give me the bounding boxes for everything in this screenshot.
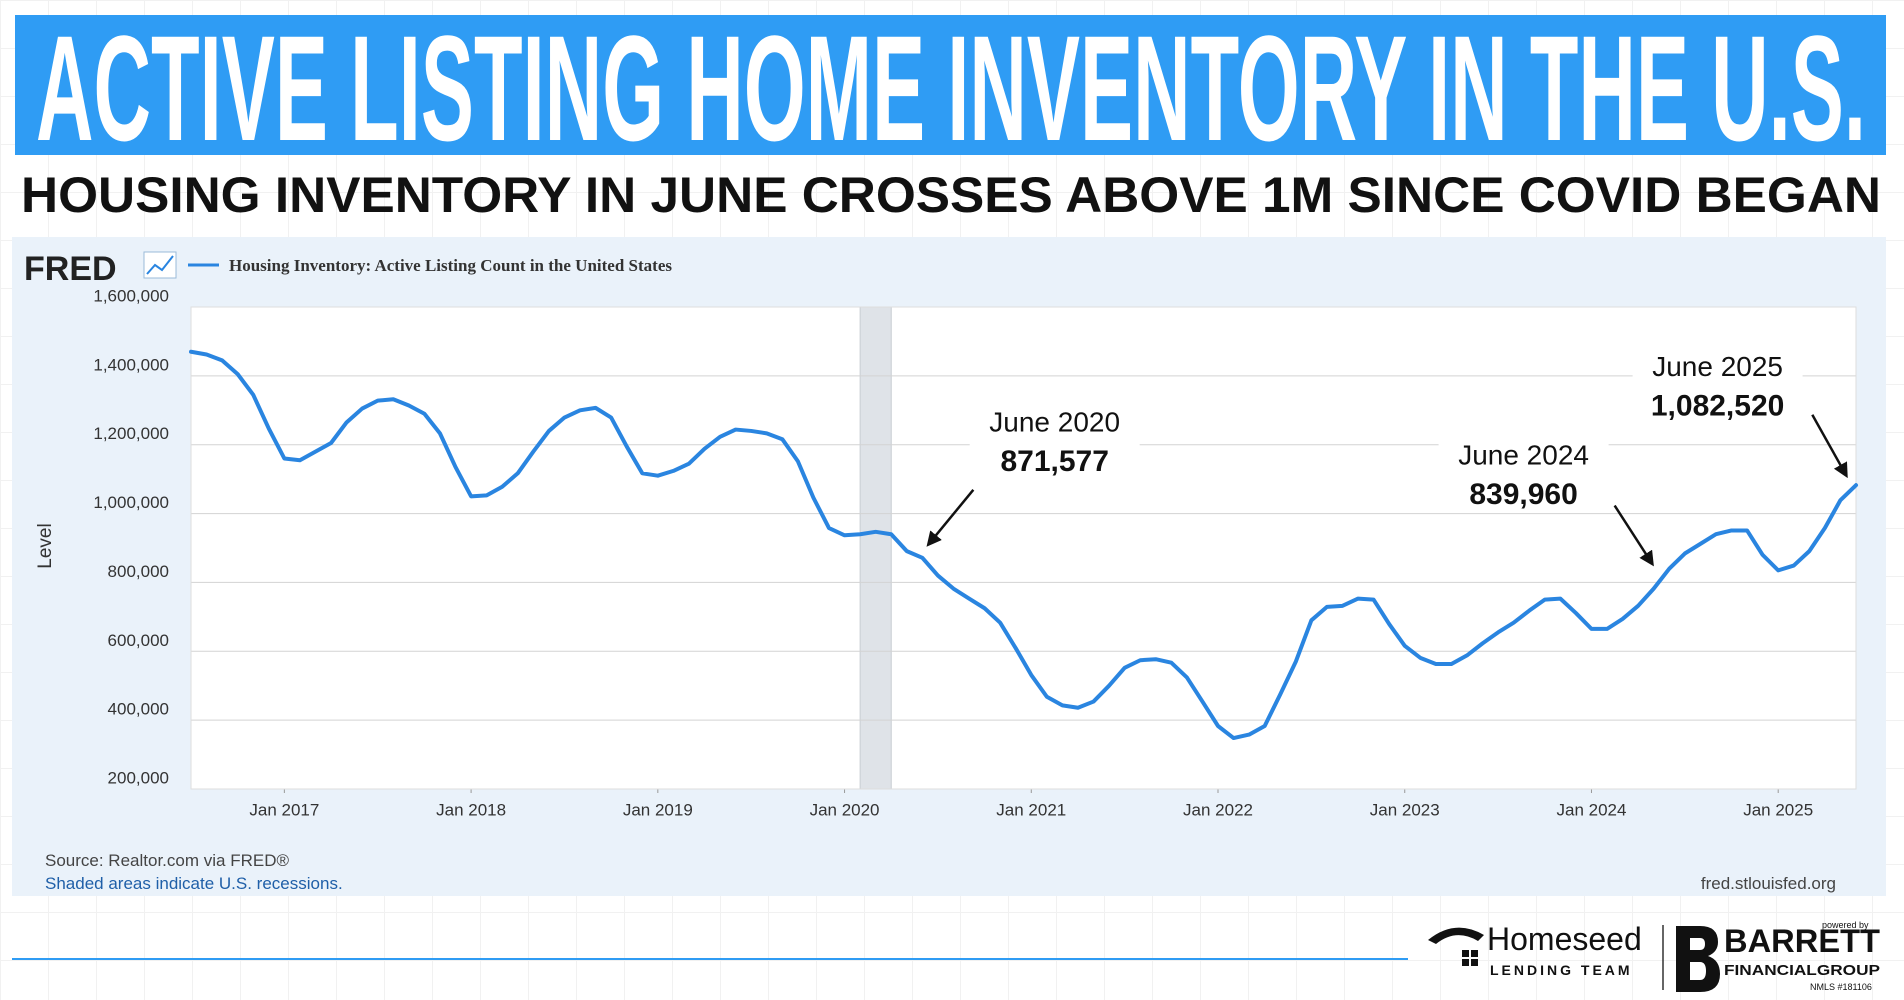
header-subtitle: HOUSING INVENTORY IN JUNE CROSSES ABOVE … bbox=[21, 167, 1881, 223]
x-tick-label: Jan 2017 bbox=[249, 800, 319, 819]
y-axis-label: Level bbox=[35, 523, 56, 568]
annotation-value: 839,960 bbox=[1469, 478, 1577, 511]
x-tick-label: Jan 2020 bbox=[810, 800, 880, 819]
y-tick-label: 800,000 bbox=[108, 562, 169, 581]
recession-note: Shaded areas indicate U.S. recessions. bbox=[45, 874, 343, 893]
barrett-logo: BARRETT bbox=[1724, 923, 1880, 959]
barrett-mark bbox=[1676, 926, 1720, 992]
x-tick-label: Jan 2022 bbox=[1183, 800, 1253, 819]
y-tick-label: 600,000 bbox=[108, 631, 169, 650]
fred-logo: FRED bbox=[24, 250, 117, 288]
source-site: fred.stlouisfed.org bbox=[1701, 874, 1836, 893]
annotation-arrow bbox=[926, 489, 975, 547]
source-note: Source: Realtor.com via FRED® bbox=[45, 851, 289, 870]
annotation-arrow bbox=[1811, 414, 1848, 479]
nmls: NMLS #181106 bbox=[1810, 982, 1872, 992]
data-line bbox=[189, 349, 1858, 741]
homeseed-icon bbox=[1428, 927, 1484, 966]
chart-layer: 200,000 400,000 600,000 800,000 1,000,000 1,2… bbox=[93, 286, 1858, 819]
x-tick-label: Jan 2024 bbox=[1556, 800, 1626, 819]
y-tick-label: 1,000,000 bbox=[93, 493, 169, 512]
annotation-backdrop bbox=[1438, 432, 1609, 505]
annotation-value: 1,082,520 bbox=[1651, 390, 1784, 423]
y-tick-label: 1,400,000 bbox=[93, 355, 169, 374]
annotation-label: June 2024 bbox=[1458, 439, 1589, 470]
financial-group: FINANCIALGROUP bbox=[1724, 962, 1880, 979]
annotation-backdrop bbox=[969, 400, 1140, 473]
annotation-arrow bbox=[1613, 504, 1654, 567]
y-tick-label: 400,000 bbox=[108, 700, 169, 719]
x-tick-label: Jan 2023 bbox=[1370, 800, 1440, 819]
header-title: ACTIVE LISTING HOME INVENTORY IN THE U.S… bbox=[36, 4, 1866, 172]
y-tick-label: 1,200,000 bbox=[93, 424, 169, 443]
plot-border bbox=[190, 306, 1857, 790]
x-tick-label: Jan 2019 bbox=[623, 800, 693, 819]
lending-team: LENDING TEAM bbox=[1490, 962, 1633, 978]
x-tick-label: Jan 2018 bbox=[436, 800, 506, 819]
y-tick-label: 1,600,000 bbox=[93, 286, 169, 305]
homeseed-logo: Homeseed bbox=[1487, 921, 1642, 957]
annotation-value: 871,577 bbox=[1000, 445, 1108, 478]
x-tick-label: Jan 2021 bbox=[996, 800, 1066, 819]
x-tick-label: Jan 2025 bbox=[1743, 800, 1813, 819]
legend-label: Housing Inventory: Active Listing Count … bbox=[229, 256, 672, 275]
annotation-label: June 2020 bbox=[989, 407, 1120, 438]
annotation-label: June 2025 bbox=[1652, 351, 1783, 382]
annotation-backdrop bbox=[1632, 344, 1803, 417]
y-tick-label: 200,000 bbox=[108, 768, 169, 787]
plot-area bbox=[191, 307, 1856, 789]
header-band bbox=[15, 15, 1886, 155]
fred-logo-icon bbox=[143, 251, 177, 279]
recession-shade bbox=[859, 306, 892, 790]
powered-by: powered by bbox=[1822, 920, 1869, 930]
